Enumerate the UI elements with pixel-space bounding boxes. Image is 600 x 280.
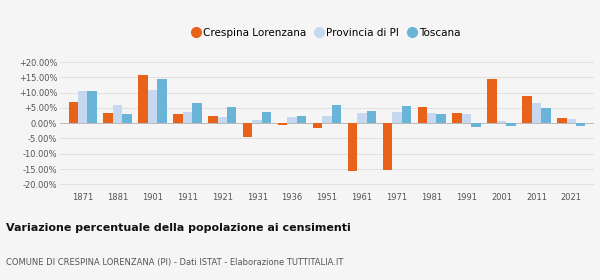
Bar — [253, 120, 262, 123]
Bar — [487, 79, 497, 123]
Bar — [78, 91, 88, 123]
Text: COMUNE DI CRESPINA LORENZANA (PI) - Dati ISTAT - Elaborazione TUTTITALIA.IT: COMUNE DI CRESPINA LORENZANA (PI) - Dati… — [6, 258, 343, 267]
Bar — [139, 75, 148, 123]
Bar — [541, 108, 551, 123]
Bar — [122, 114, 132, 123]
Bar — [157, 79, 167, 123]
Text: Variazione percentuale della popolazione ai censimenti: Variazione percentuale della popolazione… — [6, 223, 351, 233]
Bar — [297, 116, 306, 123]
Bar — [532, 103, 541, 123]
Bar — [452, 113, 462, 123]
Bar — [113, 106, 122, 123]
Bar — [148, 90, 157, 123]
Bar — [313, 123, 322, 128]
Bar — [208, 116, 218, 123]
Bar — [566, 119, 576, 123]
Bar — [401, 106, 411, 123]
Bar — [192, 103, 202, 123]
Bar — [367, 111, 376, 123]
Bar — [436, 114, 446, 123]
Bar — [182, 112, 192, 123]
Bar — [357, 113, 367, 123]
Bar — [218, 117, 227, 123]
Bar — [322, 116, 332, 123]
Bar — [557, 118, 566, 123]
Bar — [506, 123, 515, 126]
Bar — [462, 114, 472, 123]
Bar — [348, 123, 357, 171]
Bar — [392, 112, 401, 123]
Bar — [427, 113, 436, 123]
Bar — [576, 123, 586, 126]
Bar — [227, 107, 236, 123]
Bar — [278, 123, 287, 125]
Bar — [68, 102, 78, 123]
Bar — [262, 112, 271, 123]
Bar — [173, 114, 182, 123]
Bar — [243, 123, 253, 137]
Bar — [497, 121, 506, 123]
Bar — [418, 107, 427, 123]
Bar — [472, 123, 481, 127]
Bar — [522, 96, 532, 123]
Bar — [88, 91, 97, 123]
Bar — [332, 104, 341, 123]
Bar — [287, 117, 297, 123]
Bar — [383, 123, 392, 170]
Legend: Crespina Lorenzana, Provincia di PI, Toscana: Crespina Lorenzana, Provincia di PI, Tos… — [190, 24, 464, 42]
Bar — [103, 113, 113, 123]
